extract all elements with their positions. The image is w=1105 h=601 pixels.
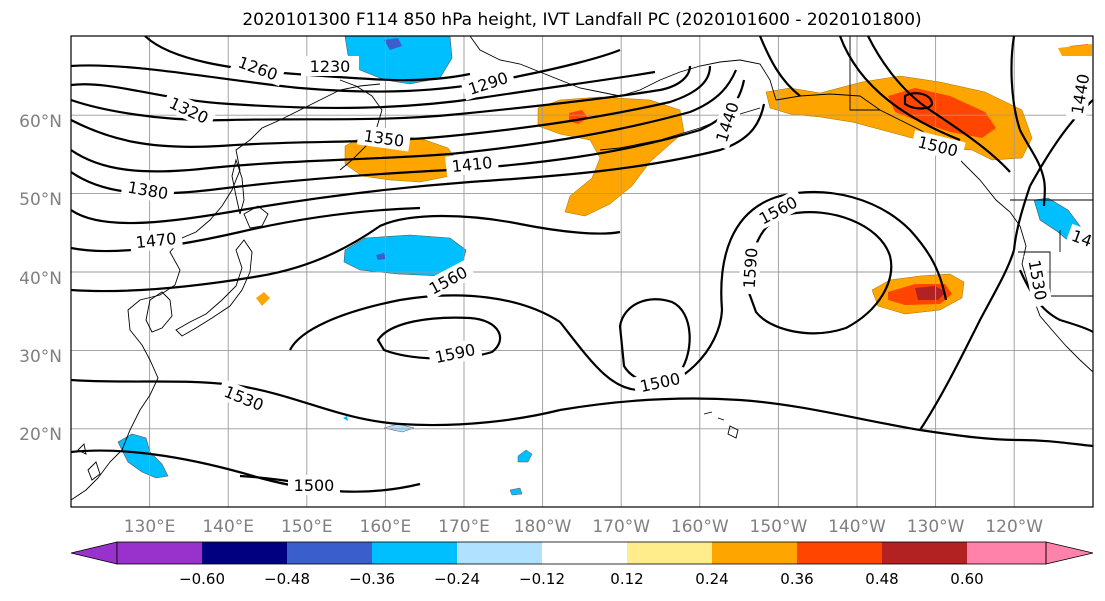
lon-label-140e: 140°E xyxy=(202,517,254,537)
contour-label-1590-east: 1590 xyxy=(740,247,762,289)
colorbar: −0.60 −0.48 −0.36 −0.24 −0.12 0.12 0.24 … xyxy=(70,541,1094,588)
coast-korea xyxy=(145,291,173,333)
shading-small-3 xyxy=(509,487,523,496)
colorbar-bin-6 xyxy=(542,542,627,564)
shading-central-pacific-core xyxy=(376,253,386,260)
figure-title: 2020101300 F114 850 hPa height, IVT Land… xyxy=(242,10,921,30)
shading-bering xyxy=(537,96,685,217)
colorbar-tick-7: 0.24 xyxy=(695,570,728,588)
longitude-labels: 130°E 140°E 150°E 160°E 170°E 180°W 170°… xyxy=(124,517,1044,537)
latitude-labels: 20°N 30°N 40°N 50°N 60°N xyxy=(19,112,62,445)
coast-north-america-west xyxy=(1019,225,1093,373)
lon-label-130w: 130°W xyxy=(907,517,965,537)
shading-japan-small xyxy=(256,292,270,306)
colorbar-tick-6: 0.12 xyxy=(610,570,643,588)
colorbar-bin-2 xyxy=(202,542,287,564)
lon-label-140w: 140°W xyxy=(828,517,886,537)
colorbar-tick-10: 0.60 xyxy=(950,570,983,588)
lon-label-150e: 150°E xyxy=(281,517,333,537)
colorbar-tick-8: 0.36 xyxy=(780,570,813,588)
coast-japan-honshu xyxy=(175,239,253,337)
colorbar-bin-10 xyxy=(882,542,967,564)
shading-gulf-alaska-core-1 xyxy=(888,88,996,138)
colorbar-bin-9 xyxy=(797,542,882,564)
lon-label-160e: 160°E xyxy=(360,517,412,537)
colorbar-bin-5 xyxy=(457,542,542,564)
shading-ne-pacific-max xyxy=(915,286,946,300)
lat-label-20n: 20°N xyxy=(19,425,62,445)
map-frame xyxy=(70,35,1094,508)
colorbar-tick-3: −0.36 xyxy=(349,570,395,588)
coastlines xyxy=(71,36,1093,501)
colorbar-tick-9: 0.48 xyxy=(865,570,898,588)
coast-alaska-south xyxy=(775,93,1021,227)
coast-canada-border xyxy=(849,36,1093,201)
colorbar-tick-1: −0.60 xyxy=(179,570,225,588)
shading-small-4 xyxy=(343,416,348,421)
lat-label-40n: 40°N xyxy=(19,269,62,289)
colorbar-bin-1 xyxy=(117,542,202,564)
colorbar-extend-left xyxy=(70,541,118,565)
coast-sakhalin xyxy=(231,158,245,215)
lon-label-130e: 130°E xyxy=(124,517,176,537)
lon-label-120w: 120°W xyxy=(985,517,1043,537)
height-contours xyxy=(71,36,1093,493)
contour-label-14-edge: 14 xyxy=(1069,226,1095,251)
shading-south-china-sea xyxy=(117,433,169,479)
lat-label-50n: 50°N xyxy=(19,190,62,210)
colorbar-tick-5: −0.12 xyxy=(519,570,565,588)
lon-label-150w: 150°W xyxy=(750,517,808,537)
colorbar-bin-11 xyxy=(967,542,1046,564)
colorbar-tick-4: −0.24 xyxy=(434,570,480,588)
contour-label-1470: 1470 xyxy=(135,229,177,252)
contour-label-1410: 1410 xyxy=(451,153,493,176)
coast-alaska-west xyxy=(469,36,777,101)
coast-asia-mainland xyxy=(71,83,381,501)
lat-label-30n: 30°N xyxy=(19,347,62,367)
lon-label-160w: 160°W xyxy=(671,517,729,537)
colorbar-frame xyxy=(116,541,1047,565)
contour-label-1230: 1230 xyxy=(310,57,351,76)
shading-small-2 xyxy=(517,449,533,463)
shading-small-1 xyxy=(383,423,415,433)
colorbar-bin-7 xyxy=(627,542,712,564)
lon-label-170e: 170°E xyxy=(438,517,490,537)
lon-label-170w: 170°W xyxy=(592,517,650,537)
map-panel: 1230 1260 1290 1320 1350 1380 1410 1440 … xyxy=(71,36,1095,507)
colorbar-tick-2: −0.48 xyxy=(264,570,310,588)
coast-hawaii xyxy=(703,411,739,439)
lon-label-180w: 180°W xyxy=(514,517,572,537)
colorbar-bin-8 xyxy=(712,542,797,564)
colorbar-bin-4 xyxy=(372,542,457,564)
colorbar-bin-3 xyxy=(287,542,372,564)
shading-kamchatka-core xyxy=(384,38,402,50)
colorbar-extend-right xyxy=(1045,541,1094,565)
shading-gulf-alaska-edge xyxy=(1058,44,1092,56)
lat-label-60n: 60°N xyxy=(19,112,62,132)
coast-kamchatka xyxy=(339,79,383,171)
contour-label-1500-south: 1500 xyxy=(294,476,335,495)
